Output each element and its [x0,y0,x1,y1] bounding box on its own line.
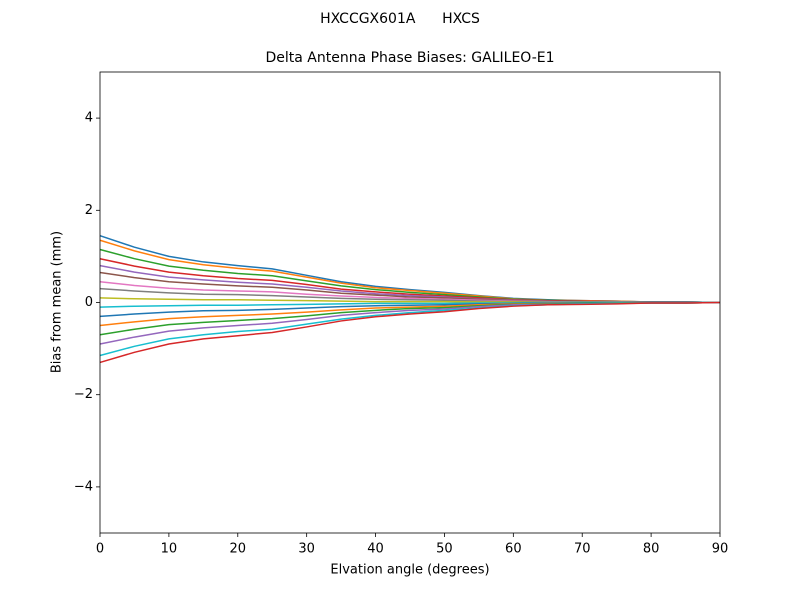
data-line [99,301,721,364]
y-tick-label: 4 [85,111,93,126]
x-tick-label: 90 [712,542,729,557]
x-tick-label: 40 [367,542,384,557]
y-axis-label: Bias from mean (mm) [50,231,65,373]
x-tick-label: 20 [230,542,247,557]
x-tick-label: 30 [298,542,315,557]
x-tick-label: 0 [96,542,104,557]
y-tick-label: 0 [85,295,93,310]
x-tick-label: 70 [574,542,591,557]
y-tick-label: −4 [74,479,93,494]
x-tick-label: 50 [436,542,453,557]
y-tick-label: 2 [85,203,93,218]
x-tick-label: 80 [643,542,660,557]
x-tick-label: 60 [505,542,522,557]
x-axis-label: Elvation angle (degrees) [330,563,489,578]
suptitle: HXCCGX601A HXCS [320,11,480,27]
plot-frame [99,71,721,534]
y-tick-label: −2 [74,387,93,402]
chart-title: Delta Antenna Phase Biases: GALILEO-E1 [265,50,554,66]
x-tick-label: 10 [161,542,178,557]
